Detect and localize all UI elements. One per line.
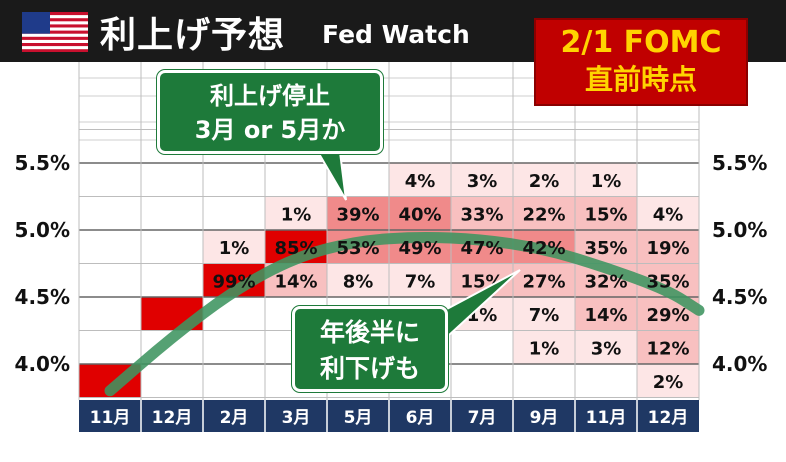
heat-cell — [637, 230, 699, 264]
heat-cell — [575, 163, 637, 197]
cell-value-label: 4% — [405, 171, 436, 192]
heat-cell — [327, 263, 389, 297]
cell-value-label: 14% — [584, 305, 627, 326]
cell-value-label: 35% — [584, 238, 627, 259]
callout-rate-hike-pause: 利上げ停止 3月 or 5月か — [157, 70, 383, 154]
cell-value-label: 14% — [274, 271, 317, 292]
y-tick-label-right: 5.0% — [712, 218, 767, 242]
heat-cell — [637, 364, 699, 398]
cell-value-label: 22% — [522, 204, 565, 225]
y-tick-label-left: 4.5% — [15, 285, 70, 309]
chart-title: 利上げ予想 — [100, 15, 286, 56]
cell-value-label: 29% — [646, 305, 689, 326]
cell-value-label: 32% — [584, 271, 627, 292]
fomc-badge-line1: 2/1 FOMC — [560, 25, 722, 60]
cell-value-label: 40% — [398, 204, 441, 225]
cell-value-label: 1% — [219, 238, 250, 259]
cell-value-label: 2% — [529, 171, 560, 192]
cell-value-label: 49% — [398, 238, 441, 259]
callout-top-line2: 3月 or 5月か — [194, 116, 346, 144]
heat-cell — [265, 196, 327, 230]
cell-value-label: 27% — [522, 271, 565, 292]
heat-cell — [203, 230, 265, 264]
cell-value-label: 47% — [460, 238, 503, 259]
cell-value-label: 19% — [646, 238, 689, 259]
heat-cell — [513, 196, 575, 230]
y-tick-label-left: 5.5% — [15, 151, 70, 175]
heat-cell — [513, 163, 575, 197]
x-tick-label: 3月 — [282, 408, 311, 428]
heat-cell — [575, 330, 637, 364]
y-tick-label-right: 4.5% — [712, 285, 767, 309]
heat-cell — [637, 330, 699, 364]
cell-value-label: 3% — [467, 171, 498, 192]
callout-bottom-line2: 利下げも — [319, 354, 420, 383]
cell-value-label: 39% — [336, 204, 379, 225]
cell-value-label: 42% — [522, 238, 565, 259]
cell-value-label: 1% — [281, 204, 312, 225]
us-flag-icon — [22, 12, 88, 52]
cell-value-label: 85% — [274, 238, 317, 259]
cell-value-label: 7% — [405, 271, 436, 292]
x-tick-label: 5月 — [344, 408, 373, 428]
heat-cell — [327, 196, 389, 230]
x-tick-label: 12月 — [152, 408, 193, 428]
y-tick-label-left: 4.0% — [15, 352, 70, 376]
x-tick-label: 9月 — [530, 408, 559, 428]
heat-cell — [451, 163, 513, 197]
cell-value-label: 3% — [591, 338, 622, 359]
cell-value-label: 4% — [653, 204, 684, 225]
cell-value-label: 53% — [336, 238, 379, 259]
heat-cell — [513, 263, 575, 297]
trend-curve — [104, 232, 705, 397]
x-tick-label: 11月 — [90, 408, 131, 428]
cell-value-label: 15% — [584, 204, 627, 225]
y-tick-label-right: 4.0% — [712, 352, 767, 376]
callout-top-line1: 利上げ停止 — [210, 82, 330, 110]
y-tick-label-right: 5.5% — [712, 151, 767, 175]
fomc-badge: 2/1 FOMC 直前時点 — [534, 18, 748, 106]
cell-value-label: 99% — [212, 271, 255, 292]
cell-value-label: 12% — [646, 338, 689, 359]
x-tick-label: 2月 — [220, 408, 249, 428]
heat-cell — [389, 163, 451, 197]
heat-cell — [575, 297, 637, 331]
cell-value-label: 8% — [343, 271, 374, 292]
cell-value-label: 33% — [460, 204, 503, 225]
heat-cell — [513, 330, 575, 364]
cell-value-label: 7% — [529, 305, 560, 326]
cell-value-label: 1% — [529, 338, 560, 359]
chart-subtitle: Fed Watch — [322, 20, 470, 49]
x-tick-label: 11月 — [586, 408, 627, 428]
heat-cell — [513, 297, 575, 331]
x-tick-label: 6月 — [406, 408, 435, 428]
heat-cell — [389, 263, 451, 297]
heat-cell — [575, 196, 637, 230]
cell-value-label: 35% — [646, 271, 689, 292]
heat-cell — [389, 196, 451, 230]
callout-bottom-line1: 年後半に — [319, 318, 420, 347]
x-tick-label: 7月 — [468, 408, 497, 428]
heat-cell — [451, 196, 513, 230]
heat-cell — [637, 196, 699, 230]
x-tick-label: 12月 — [648, 408, 689, 428]
cell-value-label: 1% — [591, 171, 622, 192]
y-tick-label-left: 5.0% — [15, 218, 70, 242]
fomc-badge-line2: 直前時点 — [584, 63, 697, 96]
callout-rate-cut: 年後半に 利下げも — [292, 306, 448, 392]
cell-value-label: 2% — [653, 372, 684, 393]
